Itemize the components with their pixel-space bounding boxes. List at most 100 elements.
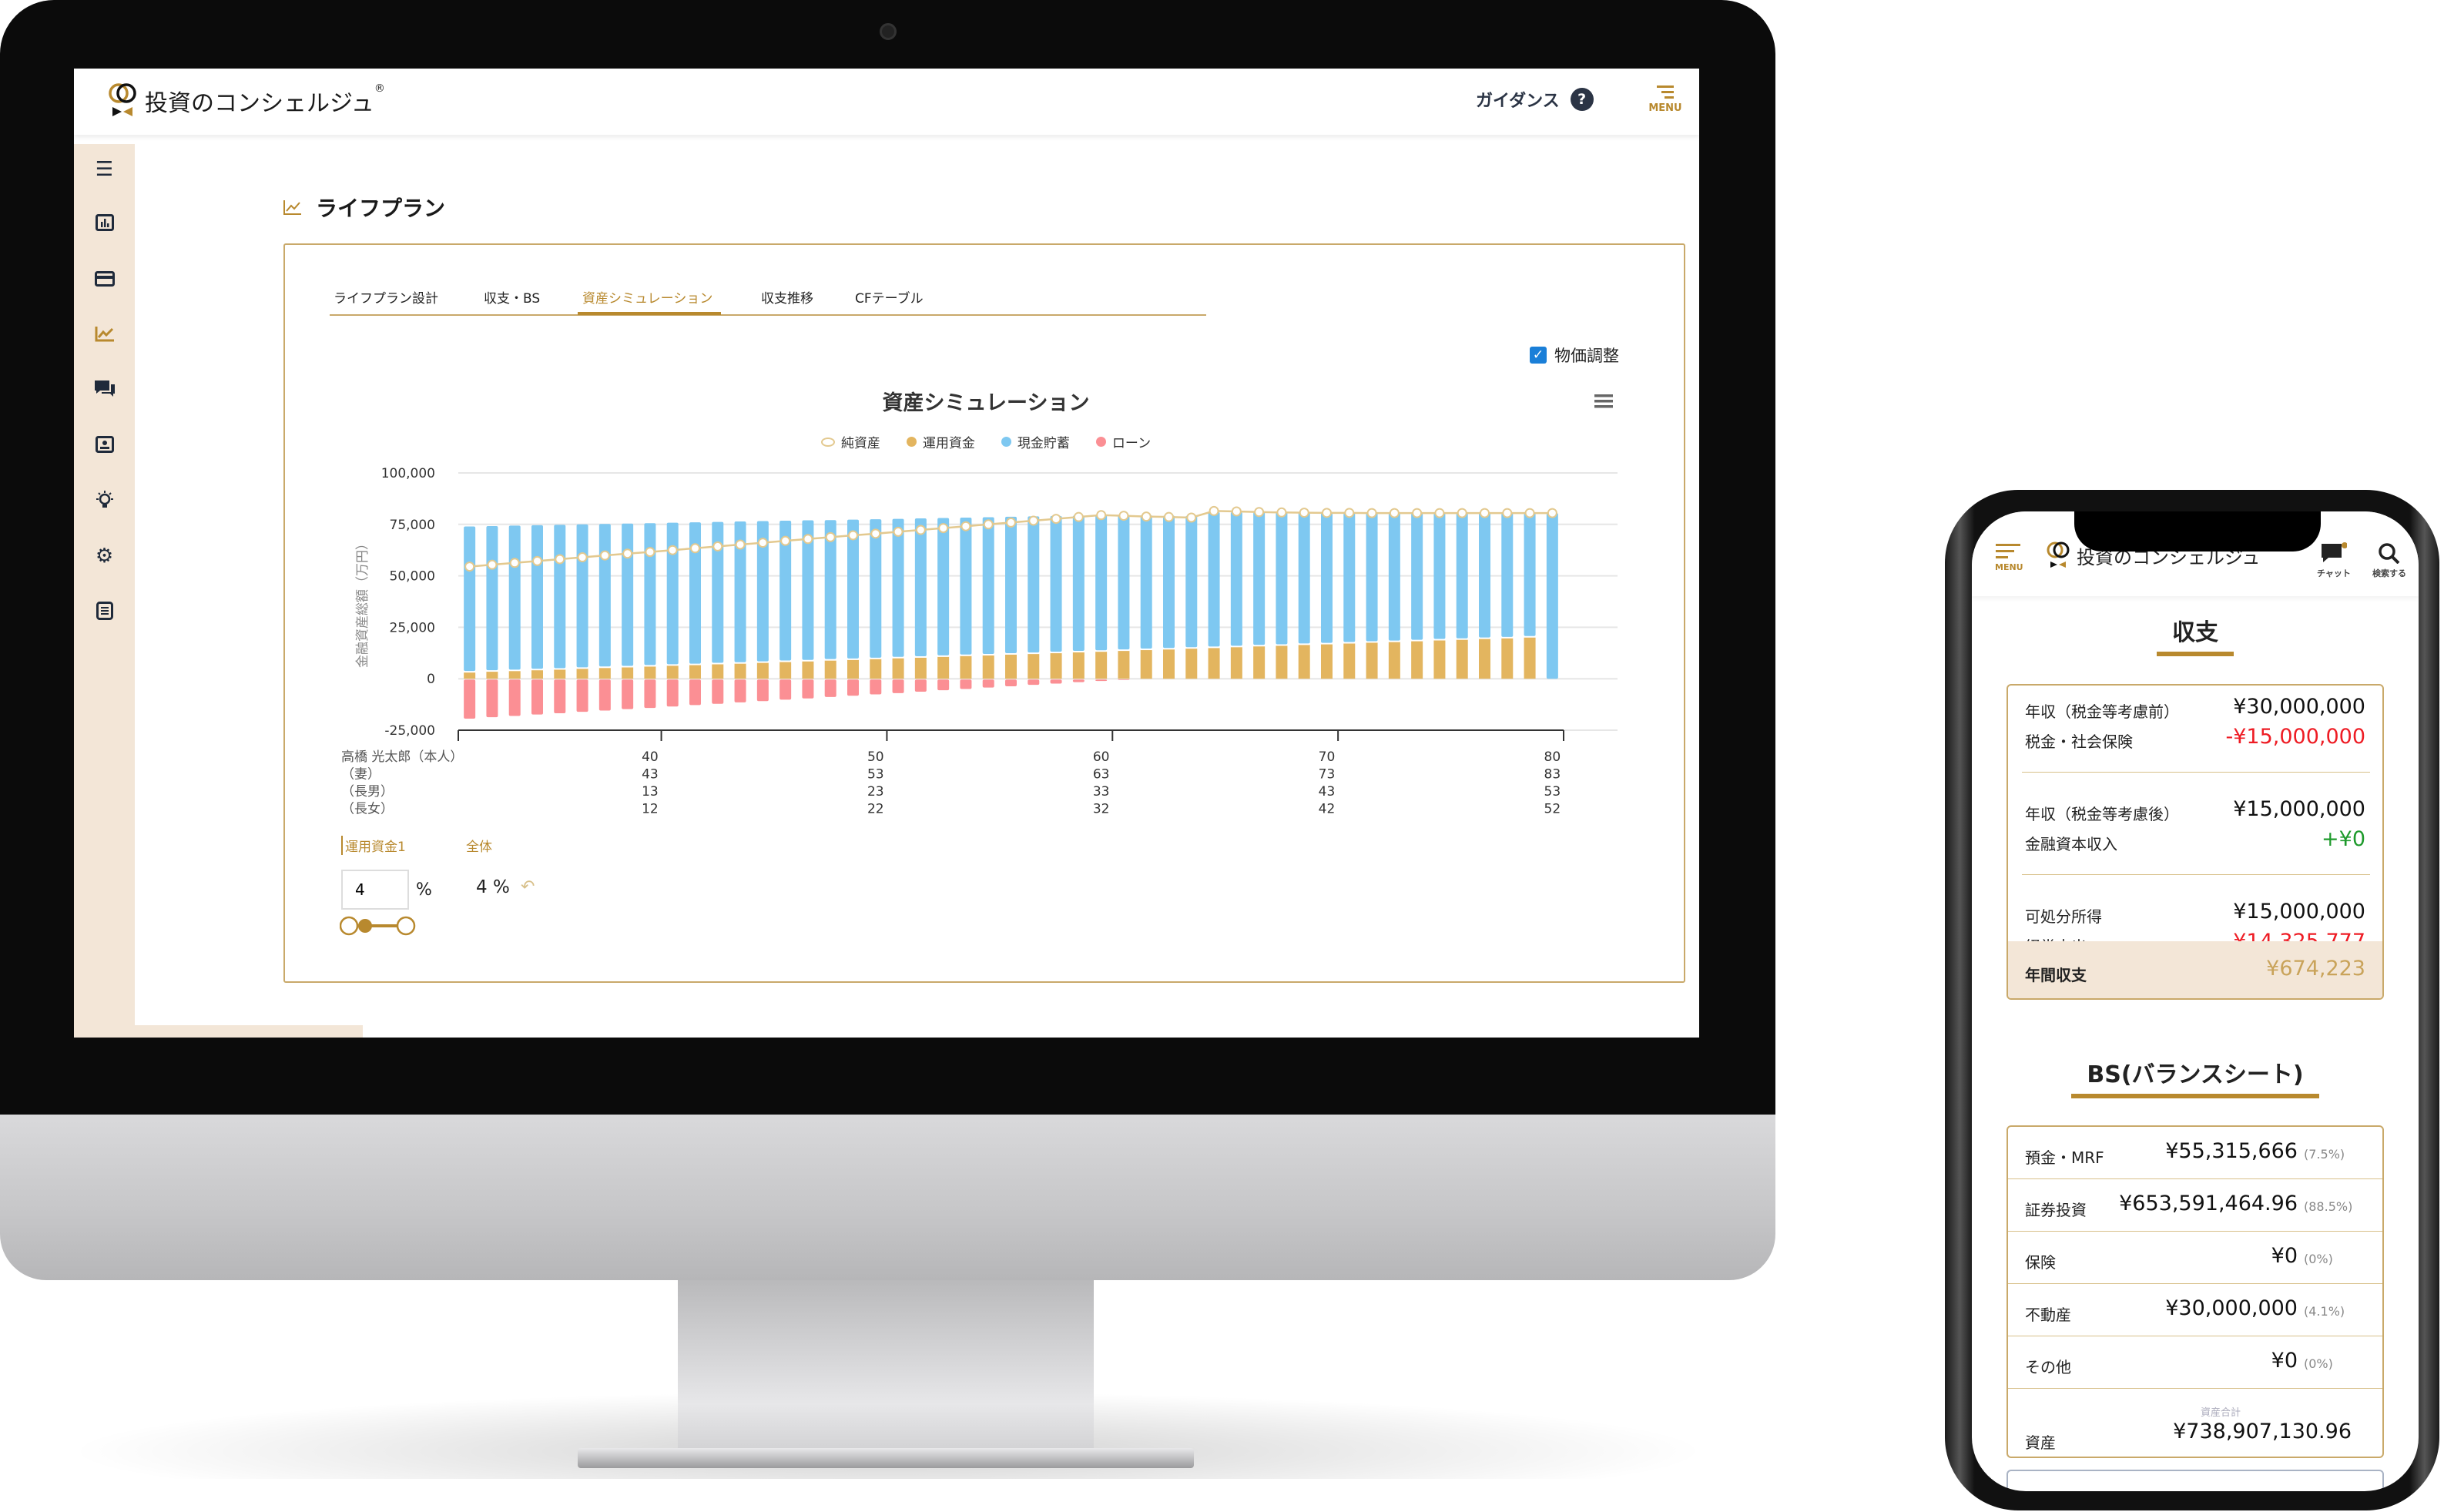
bar-cash <box>712 521 724 663</box>
chart-menu-button[interactable] <box>1594 393 1614 413</box>
gear-icon[interactable]: ⚙ <box>95 545 114 568</box>
tab-cf-bs[interactable]: 収支・BS <box>484 291 541 307</box>
rate-slider[interactable] <box>340 914 417 937</box>
line-chart-icon[interactable] <box>74 324 135 347</box>
hamburger-icon[interactable]: ☰ <box>95 158 114 181</box>
mobile-menu-button[interactable]: MENU <box>1995 544 2023 572</box>
bar-invest <box>824 660 836 679</box>
lightbulb-icon[interactable] <box>74 491 135 516</box>
bar-loan <box>1050 679 1062 684</box>
bar-invest <box>847 659 859 679</box>
bar-cash <box>982 517 994 655</box>
bar-loan <box>508 679 521 716</box>
net-asset-point <box>915 525 926 535</box>
search-button[interactable]: 検索する <box>2365 542 2414 579</box>
bar-loan <box>824 679 836 697</box>
phone-notch <box>2074 511 2321 551</box>
bar-cash <box>802 520 814 660</box>
bar-invest <box>1163 649 1175 679</box>
cf-row-label: 金融資本収入 <box>2025 835 2117 853</box>
net-asset-point <box>938 523 949 534</box>
menu-button[interactable]: MENU <box>1645 84 1685 114</box>
rate-tab-all[interactable]: 全体 <box>466 840 492 855</box>
bar-invest <box>1118 651 1130 679</box>
bar-invest <box>914 657 927 679</box>
tab-lifeplan-design[interactable]: ライフプラン設計 <box>334 291 438 307</box>
rate-tab-fund1[interactable]: 運用資金1 <box>341 836 406 855</box>
legend-label: 純資産 <box>840 436 880 451</box>
rate-input[interactable] <box>341 870 409 910</box>
net-asset-point <box>1276 507 1287 518</box>
bar-chart-icon[interactable] <box>74 213 135 236</box>
bs-row-value: ¥653,591,464.96 <box>2119 1192 2298 1215</box>
legend-dot <box>906 437 917 447</box>
chat-button[interactable]: チャット <box>2311 542 2357 579</box>
bar-invest <box>756 662 769 679</box>
slider-decrement-icon[interactable] <box>340 916 359 936</box>
net-asset-point <box>1344 508 1355 518</box>
age-value: 43 <box>642 767 659 783</box>
guidance-button[interactable]: ガイダンス ? <box>1476 87 1594 112</box>
bar-invest <box>464 672 476 679</box>
age-value: 80 <box>1544 749 1561 765</box>
guidance-label: ガイダンス <box>1476 92 1560 111</box>
bs-row-label: 証券投資 <box>2025 1201 2087 1219</box>
legend-item[interactable]: ローン <box>1095 432 1151 451</box>
rate-tab-label: 運用資金1 <box>345 840 406 855</box>
bs-row-label: その他 <box>2025 1358 2071 1376</box>
legend-item[interactable]: 運用資金 <box>906 432 975 451</box>
net-asset-point <box>555 554 565 565</box>
legend-item[interactable]: 純資産 <box>820 432 880 451</box>
tab-asset-simulation[interactable]: 資産シミュレーション <box>582 291 713 307</box>
bar-loan <box>937 679 950 691</box>
age-value: 83 <box>1544 767 1561 783</box>
cf-row-value: ¥15,000,000 <box>2233 797 2365 821</box>
bar-invest <box>1501 638 1514 679</box>
tab-cf-table[interactable]: CFテーブル <box>855 291 924 307</box>
age-value: 70 <box>1319 749 1336 765</box>
bs-row-value: ¥55,315,666 <box>2165 1139 2298 1163</box>
bar-invest <box>1208 648 1220 679</box>
bar-invest <box>892 658 904 679</box>
profile-card-icon[interactable] <box>74 435 135 458</box>
net-asset-point <box>1231 506 1242 517</box>
slider-thumb[interactable] <box>358 919 372 933</box>
net-asset-point <box>532 555 542 566</box>
bar-invest <box>712 664 724 679</box>
bar-invest <box>598 668 611 679</box>
slider-increment-icon[interactable] <box>396 916 416 936</box>
bar-cash <box>960 517 972 655</box>
tab-cf-trend[interactable]: 収支推移 <box>761 291 813 307</box>
bar-cash <box>892 518 904 657</box>
credit-card-icon[interactable] <box>74 269 135 292</box>
bar-cash <box>1095 515 1108 651</box>
bar-invest <box>1028 654 1040 679</box>
bar-cash <box>1479 513 1490 638</box>
price-adjust-checkbox[interactable]: ✓ 物価調整 <box>1530 344 1619 367</box>
bar-invest <box>802 661 814 679</box>
bar-invest <box>1366 642 1378 679</box>
brand-logo[interactable]: 投資のコンシェルジュ ® <box>108 82 385 119</box>
legend-item[interactable]: 現金貯蓄 <box>1001 432 1070 451</box>
net-asset-point <box>1480 508 1490 518</box>
bar-cash <box>1298 512 1310 644</box>
reset-icon[interactable]: ↶ <box>521 877 535 897</box>
bar-invest <box>622 667 634 679</box>
bar-loan <box>756 679 769 702</box>
chat-icon[interactable] <box>74 380 135 404</box>
mobile-menu-label: MENU <box>1995 562 2023 572</box>
bar-cash <box>508 525 521 670</box>
bar-loan <box>892 679 904 693</box>
bar-loan <box>486 679 498 718</box>
document-icon[interactable] <box>74 602 135 625</box>
bar-cash <box>914 518 927 656</box>
net-asset-point <box>780 535 791 546</box>
chart-legend: 純資産 運用資金 現金貯蓄 ローン <box>285 432 1687 451</box>
horizontal-scrollbar[interactable] <box>74 1025 363 1038</box>
bar-cash <box>464 526 476 672</box>
total-caption: 資産合計 <box>2201 1407 2241 1419</box>
bar-invest <box>644 666 656 679</box>
bar-invest <box>1140 650 1152 679</box>
net-asset-point <box>1209 505 1219 516</box>
bar-invest <box>1433 640 1446 679</box>
